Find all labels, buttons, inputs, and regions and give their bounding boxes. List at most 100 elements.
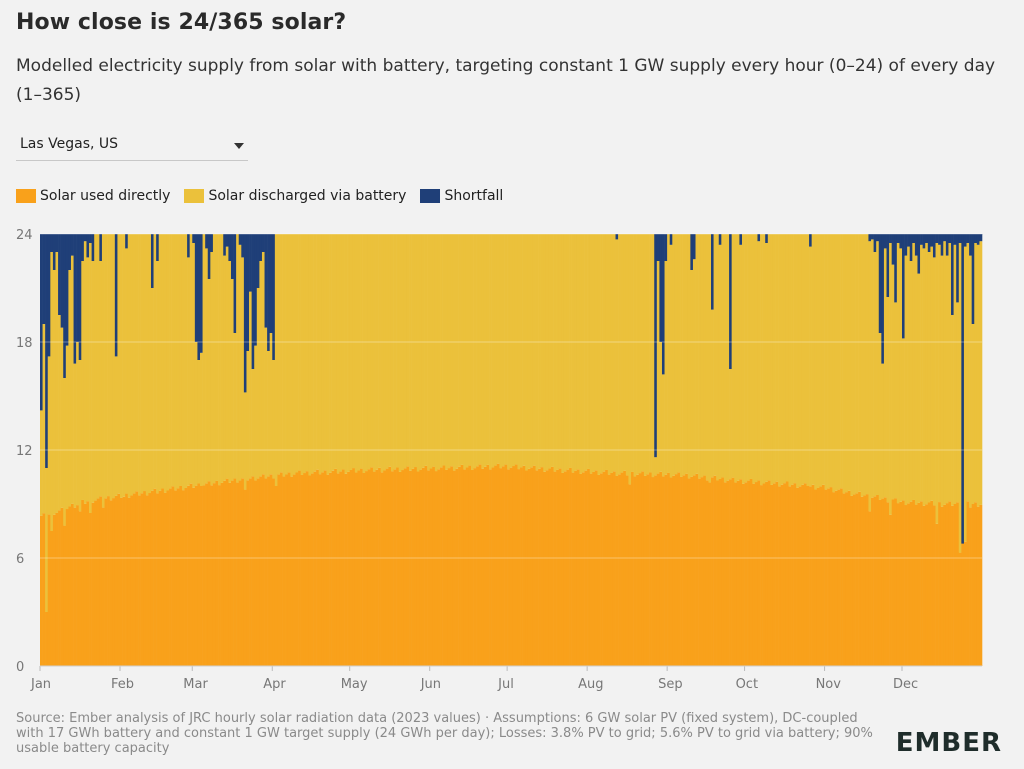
x-tick-label: May [341,677,368,692]
bar-battery [42,324,46,514]
bar-battery [130,234,134,496]
bar-shortfall [241,234,245,258]
bar-direct [205,483,209,666]
bar-battery [463,234,467,470]
bar-direct [365,471,369,666]
bar-battery [179,234,183,486]
location-dropdown[interactable]: Las Vegas, US [16,130,248,161]
bar-direct [827,488,831,666]
bar-battery [89,243,92,513]
bar-shortfall [692,234,696,260]
bar-battery [832,234,836,493]
bar-direct [445,469,449,666]
bar-battery [166,234,170,491]
bar-shortfall [669,234,673,245]
bar-battery [347,234,350,472]
bar-shortfall [58,234,61,315]
bar-direct [855,493,859,666]
bar-battery [512,234,516,467]
bar-direct [767,480,771,666]
bar-shortfall [938,234,942,245]
bar-battery [605,234,609,470]
bar-direct [447,468,451,666]
bar-battery [899,248,903,502]
bar-battery [411,234,415,469]
bar-battery [236,234,240,483]
bar-direct [883,497,887,666]
bar-direct [411,468,415,666]
bar-direct [300,474,304,666]
bar-shortfall [971,234,975,324]
bar-battery [442,234,446,466]
bar-battery [538,234,541,469]
bar-direct [259,476,263,666]
bar-direct [561,472,565,666]
bar-shortfall [228,234,232,261]
bar-direct [434,471,438,666]
bar-direct [806,486,810,666]
bar-shortfall [809,234,812,247]
bar-battery [507,234,511,470]
bar-direct [958,552,962,666]
bar-battery [896,243,900,504]
bar-shortfall [150,234,154,288]
bar-shortfall [99,234,103,261]
bar-battery [352,234,356,469]
bar-direct [638,473,642,666]
bar-direct [610,472,614,666]
bar-direct [176,488,180,666]
bar-battery [215,234,219,481]
bar-direct [532,465,536,666]
bar-direct [718,478,722,666]
bar-battery [429,234,433,469]
bar-battery [680,234,683,477]
bar-battery [842,234,846,494]
bar-shortfall [223,234,227,256]
bar-battery [935,243,939,524]
bar-shortfall [925,234,929,243]
bar-battery [904,255,908,506]
bar-battery [615,239,619,476]
bar-battery [388,234,392,467]
bar-shortfall [70,234,74,256]
bar-direct [612,471,616,666]
bar-direct [538,468,541,666]
bar-battery [86,257,90,502]
bar-direct [927,502,931,666]
bar-direct [321,472,325,666]
bar-direct [163,492,167,666]
bar-direct [357,470,361,666]
bar-battery [65,345,69,510]
bar-shortfall [974,234,978,243]
bar-direct [42,513,46,666]
bar-direct [504,464,508,666]
bar-battery [427,234,431,471]
bar-direct [349,469,353,666]
bar-shortfall [125,234,129,249]
bar-direct [254,480,258,666]
bar-battery [107,234,110,497]
bar-direct [917,502,921,666]
bar-direct [520,467,523,666]
bar-battery [269,333,273,475]
bar-battery [243,392,247,490]
bar-battery [788,234,792,487]
bar-shortfall [81,234,85,261]
bar-direct [909,501,913,666]
bar-battery [478,234,482,465]
bar-battery [396,234,400,468]
bar-direct [770,484,774,666]
bar-battery [192,243,196,488]
bar-battery [424,234,428,466]
bar-direct [326,474,330,666]
bar-battery [891,264,895,500]
bar-direct [344,473,348,666]
bar-battery [238,244,242,481]
ember-logo: EMBER [895,728,1002,758]
bar-shortfall [187,234,190,258]
bar-battery [729,369,732,480]
bar-battery [803,234,807,484]
bar-battery [447,234,451,469]
bar-battery [94,234,98,501]
y-tick-label: 0 [16,660,24,675]
